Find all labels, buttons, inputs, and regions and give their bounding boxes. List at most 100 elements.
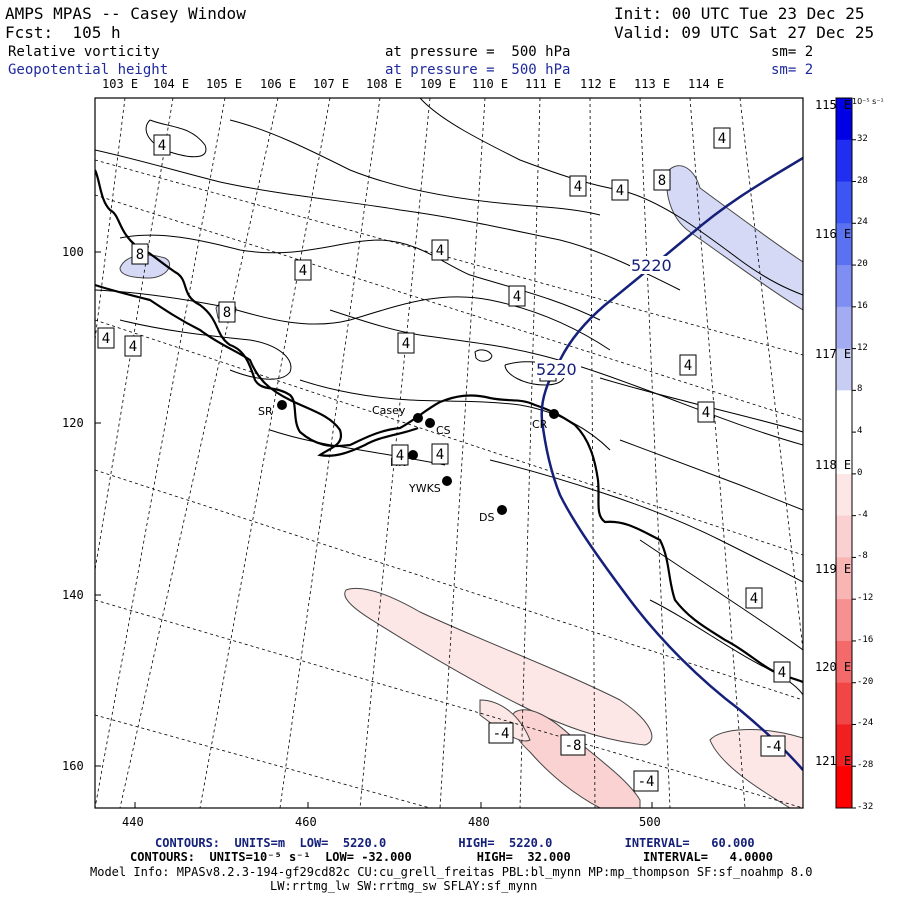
contour-label-box [431,239,449,261]
map-title: AMPS MPAS -- Casey Window [5,4,246,23]
colorbar-tick-label: 16 [857,300,868,311]
station-label: Casey [372,404,406,417]
station-label: SR [258,405,273,418]
x-tick-label: 500 [639,815,661,829]
contour-label: -4 [765,739,782,755]
contour-label-box [560,734,586,756]
contour-label: 4 [778,665,786,681]
x-tick-label: 440 [122,815,144,829]
station-markers [277,400,559,515]
contour-label: 4 [574,179,582,195]
y-tick-label: 100 [62,245,84,259]
y-tick-label: 140 [62,588,84,602]
longitude-label: 107 E [313,77,350,91]
coastline [95,169,803,684]
contour-label: -4 [493,726,510,742]
contour-label: 8 [223,305,231,321]
edge-longitude-label: 117 E [815,347,852,361]
colorbar-segment [836,265,852,308]
footer-model-info: Model Info: MPASv8.2.3-194-gf29cd82c CU:… [90,865,813,879]
contour-label: -8 [565,738,582,754]
colorbar-segment [836,766,852,809]
contour-label-box [679,354,697,376]
field1-level: at pressure = 500 hPa [385,44,571,60]
colorbar-segment [836,223,852,266]
contour-label-box [97,327,115,349]
field2-level: at pressure = 500 hPa [385,62,571,78]
contour-label: 4 [396,448,404,464]
longitude-label: 108 E [366,77,403,91]
height-label: 5220 [631,256,672,275]
edge-longitude-label: 118 E [815,458,852,472]
longitude-label: 104 E [153,77,190,91]
colorbar-tick-label: -32 [857,802,874,812]
contour-label: -4 [638,774,655,790]
footer-vorticity-contours: CONTOURS: UNITS=10⁻⁵ s⁻¹ LOW= -32.000 HI… [130,850,773,864]
field1-smoothing: sm= 2 [771,44,814,60]
edge-longitude-label: 121 E [815,754,852,768]
colorbar-segment [836,473,852,517]
colorbar-segment [836,640,852,684]
footer-physics-info: LW:rrtmg_lw SW:rrtmg_sw SFLAY:sf_mynn [270,879,538,893]
edge-longitude-label: 119 E [815,562,852,576]
colorbar-tick-label: -4 [857,509,868,520]
contour-label: 4 [402,336,410,352]
colorbar-segment [836,390,852,433]
colorbar-segment [836,515,852,558]
longitude-label: 111 E [525,77,562,91]
field1-name: Relative vorticity [8,44,160,60]
contour-label-box [697,401,715,423]
colorbar-segment [836,348,852,391]
station-label: DS [479,511,494,524]
contour-label: 8 [136,247,144,263]
colorbar-unit: 10⁻⁵ s⁻¹ [852,97,884,106]
contour-label-box [773,661,791,683]
colorbar-tick-label: -16 [857,634,874,645]
field2-name: Geopotential height [8,62,169,78]
colorbar-tick-label: 28 [857,175,868,186]
colorbar-segment [836,557,852,600]
colorbar-tick-label: 24 [857,217,868,228]
contour-label-box [218,301,236,323]
contour-label-box [397,332,415,354]
colorbar-segment [836,682,852,725]
longitude-label: 113 E [634,77,671,91]
colorbar-tick-label: 8 [857,384,863,395]
colorbar-tick-label: 20 [857,259,868,270]
colorbar-segment [836,306,852,350]
contour-label-box [611,179,629,201]
longitude-label: 105 E [206,77,243,91]
edge-longitude-label: 116 E [815,227,852,241]
colorbar-segment [836,98,852,141]
station-label: CS [436,424,451,437]
forecast-hour: Fcst: 105 h [5,23,121,42]
contour-label: 4 [158,138,166,154]
longitude-label: 109 E [420,77,457,91]
colorbar-frame [835,97,853,809]
plot-frame [94,97,804,809]
edge-longitude-label: 115 E [815,98,852,112]
footer-height-contours: CONTOURS: UNITS=m LOW= 5220.0 HIGH= 5220… [155,836,755,850]
contour-label: 4 [684,358,692,374]
x-tick-label: 480 [468,815,490,829]
colorbar-tick-label: 4 [857,426,863,437]
contour-label-box [653,169,671,191]
colorbar-tick-label: 12 [857,342,868,353]
colorbar-tick-label: -24 [857,718,874,729]
colorbar-tick-label: -20 [857,676,874,687]
coastline-lower [95,283,419,457]
contour-label-box [760,735,786,757]
y-tick-label: 120 [62,416,84,430]
colorbar-tick-label: 0 [857,467,863,478]
colorbar-tick-label: -12 [857,593,874,604]
colorbar-tick-label: -8 [857,551,868,562]
contour-label-box [391,444,409,466]
contour-label-box [488,722,514,744]
contour-label: 4 [129,339,137,355]
vorticity-contours [95,98,803,696]
contour-label: 4 [616,183,624,199]
vorticity-negative-shading [344,587,803,808]
colorbar-tick-label: -28 [857,760,874,771]
x-tick-label: 460 [295,815,317,829]
